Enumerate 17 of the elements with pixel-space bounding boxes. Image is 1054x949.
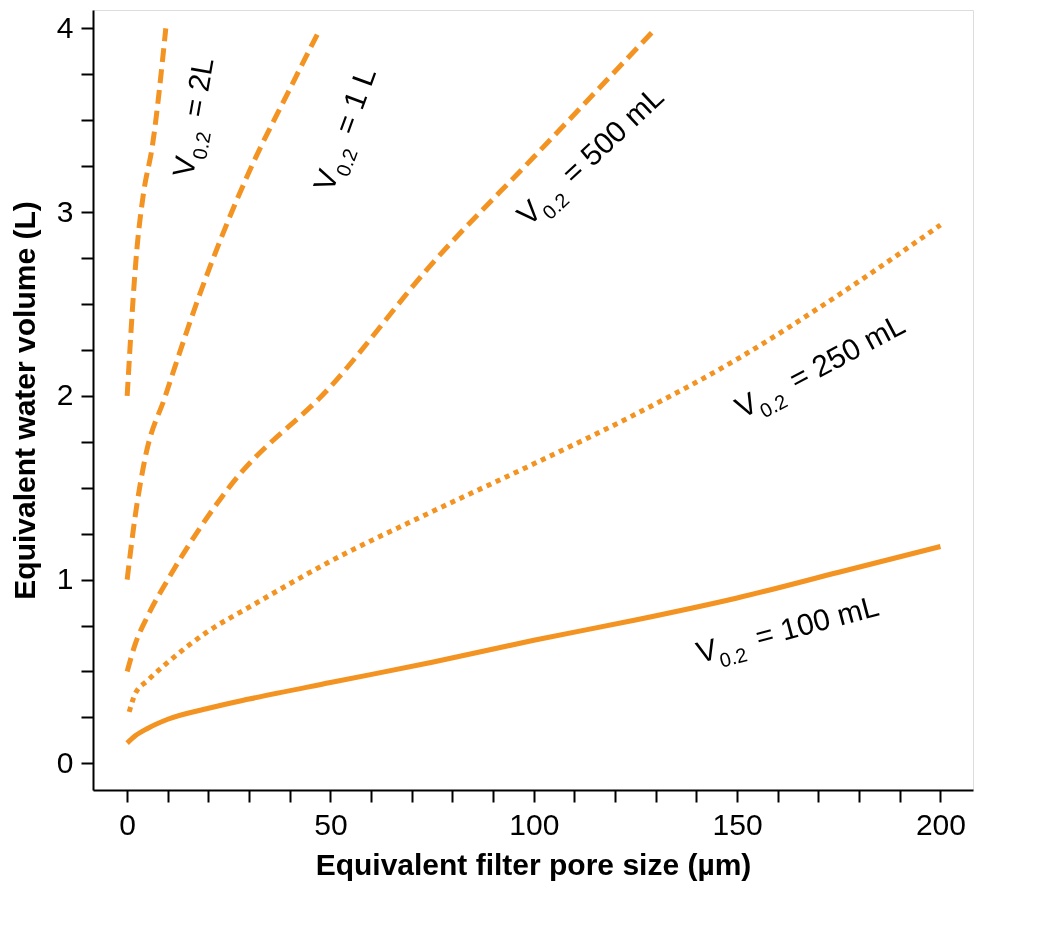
x-axis-title: Equivalent filter pore size (µm) [315, 847, 752, 881]
y-tick-label: 3 [56, 194, 74, 228]
x-tick-label: 200 [915, 807, 966, 841]
y-axis-title: Equivalent water volume (L) [7, 201, 41, 600]
y-tick-label: 0 [56, 745, 74, 779]
y-tick-label: 1 [56, 562, 74, 596]
x-tick-label: 100 [509, 807, 560, 841]
y-tick-label: 4 [56, 10, 74, 44]
annotation: V0.2 = 100 mL [692, 588, 883, 672]
x-tick-label: 0 [119, 807, 136, 841]
x-tick-label: 150 [712, 807, 763, 841]
annotation: V0.2 = 2L [166, 55, 220, 180]
y-tick-label: 2 [56, 378, 74, 412]
annotation: V0.2 = 1 L [306, 63, 382, 196]
annotation: V0.2 = 250 mL [729, 307, 911, 425]
annotation: V0.2 = 500 mL [510, 79, 670, 232]
x-tick-label: 50 [314, 807, 348, 841]
